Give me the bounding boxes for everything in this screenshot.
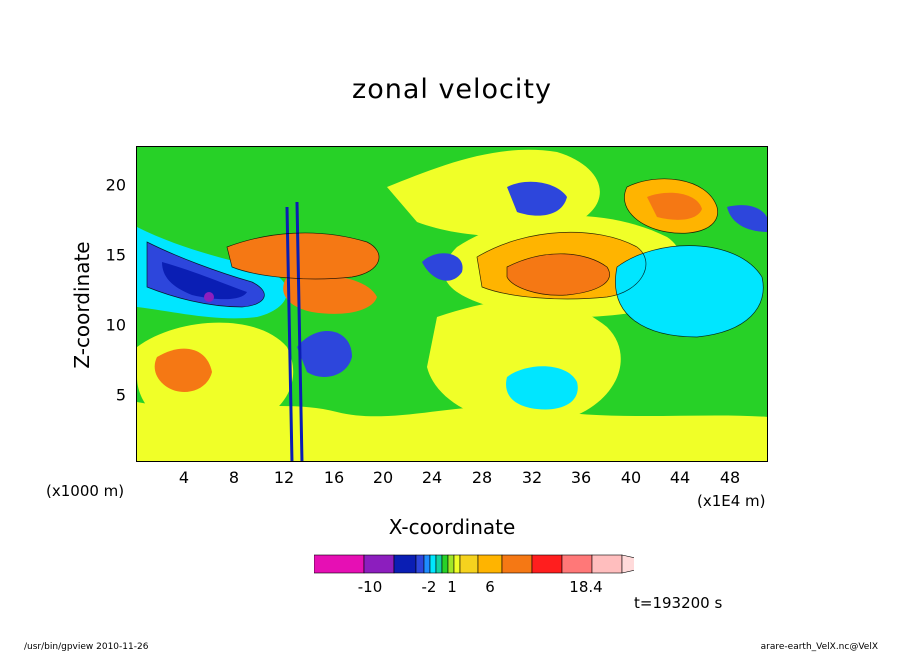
colorbar-swatch <box>477 554 503 574</box>
y-axis-unit: (x1000 m) <box>46 482 125 500</box>
negative-band <box>727 205 767 232</box>
colorbar-label: 6 <box>485 578 495 596</box>
positive-band <box>227 232 379 279</box>
chart-title: zonal velocity <box>352 74 552 105</box>
colorbar-swatch <box>435 554 443 574</box>
negative-band <box>162 262 247 300</box>
y-tick-label: 15 <box>105 245 126 265</box>
colorbar-swatch <box>531 554 563 574</box>
colorbar-swatch <box>561 554 593 574</box>
colorbar-swatch <box>429 554 437 574</box>
y-tick-label: 20 <box>105 175 126 195</box>
footer-command: /usr/bin/gpview 2010-11-26 <box>24 642 149 652</box>
colorbar-label: 1 <box>447 578 457 596</box>
min-anomaly <box>204 292 214 302</box>
colorbar-swatch <box>459 554 479 574</box>
colorbar-swatch <box>447 554 455 574</box>
negative-band <box>422 253 463 281</box>
y-axis-label: Z-coordinate <box>70 241 94 369</box>
x-tick-label: 12 <box>273 468 295 487</box>
colorbar <box>314 554 634 574</box>
colorbar-label: -2 <box>421 578 437 596</box>
colorbar-label: -10 <box>357 578 383 596</box>
x-tick-label: 4 <box>178 468 190 487</box>
negative-band <box>506 366 578 410</box>
time-stamp: t=193200 s <box>634 594 723 612</box>
x-axis-label: X-coordinate <box>388 515 516 539</box>
x-tick-label: 48 <box>719 468 741 487</box>
negative-band <box>507 181 567 216</box>
colorbar-swatch <box>591 554 623 574</box>
colorbar-swatch <box>415 554 425 574</box>
colorbar-swatch <box>453 554 461 574</box>
jet-core <box>285 201 304 461</box>
x-axis-unit: (x1E4 m) <box>697 492 766 510</box>
positive-band <box>137 402 767 461</box>
x-tick-label: 32 <box>521 468 543 487</box>
colorbar-swatch <box>423 554 431 574</box>
max-anomaly <box>507 253 610 296</box>
x-tick-label: 44 <box>669 468 691 487</box>
x-tick-label: 36 <box>570 468 592 487</box>
x-tick-label: 24 <box>421 468 443 487</box>
x-tick-label: 16 <box>323 468 345 487</box>
negative-band <box>615 245 764 337</box>
max-anomaly <box>647 192 702 220</box>
colorbar-extend-arrow <box>621 554 634 574</box>
colorbar-swatch <box>501 554 533 574</box>
x-tick-label: 40 <box>620 468 642 487</box>
footer-source: arare-earth_VelX.nc@VelX <box>760 642 878 652</box>
contour-lines <box>146 178 764 338</box>
x-tick-label: 28 <box>471 468 493 487</box>
x-tick-label: 20 <box>372 468 394 487</box>
colorbar-label: 18.4 <box>569 578 603 596</box>
heatmap-field <box>137 149 767 461</box>
positive-band <box>154 348 212 392</box>
colorbar-swatch <box>363 554 395 574</box>
y-tick-label: 10 <box>105 315 126 335</box>
x-tick-label: 8 <box>228 468 240 487</box>
colorbar-swatch <box>314 554 365 574</box>
plot-area <box>136 146 768 462</box>
colorbar-swatch <box>393 554 417 574</box>
colorbar-swatch <box>441 554 449 574</box>
negative-band <box>297 330 352 377</box>
positive-band <box>283 275 377 314</box>
y-tick-label: 5 <box>115 385 126 405</box>
